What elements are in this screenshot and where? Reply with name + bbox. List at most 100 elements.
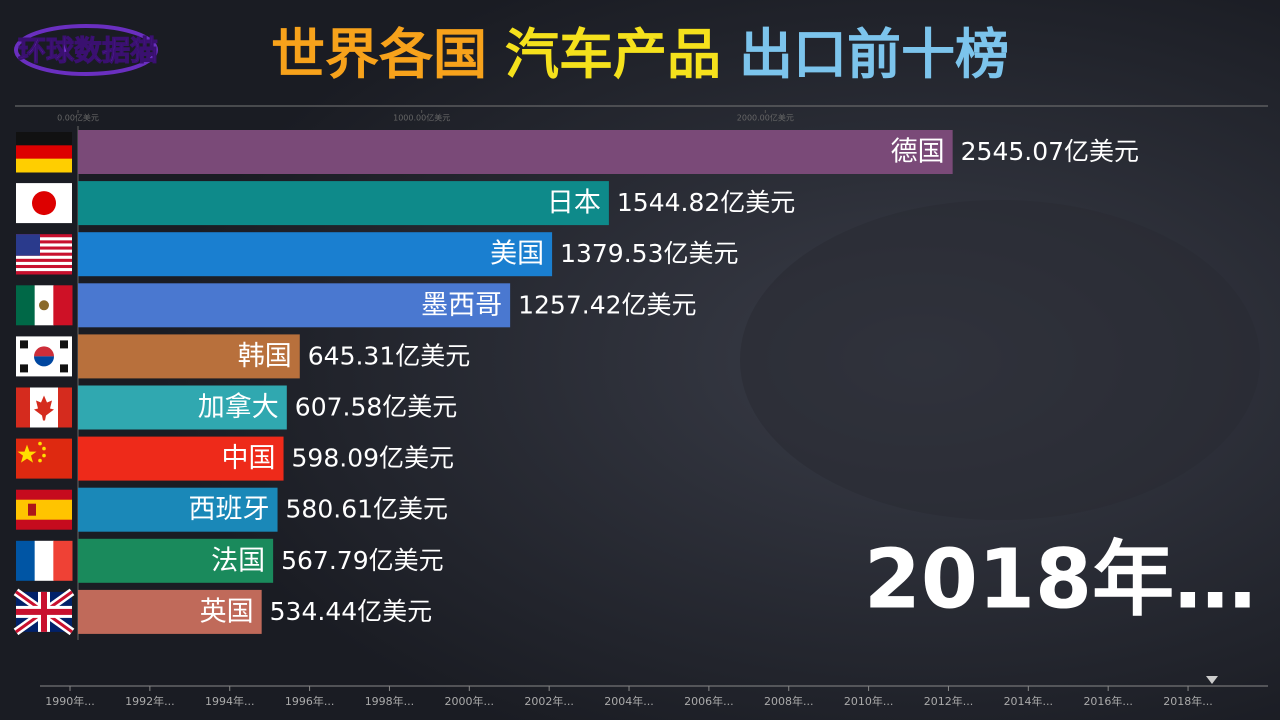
- x-tick-label: 2000.00亿美元: [737, 113, 794, 123]
- category-label: 西班牙: [189, 494, 270, 525]
- logo-ring: [14, 24, 158, 76]
- x-tick-label: 1000.00亿美元: [393, 113, 450, 123]
- flag-part: [34, 346, 54, 357]
- logo: 环球数据猫: [18, 34, 158, 67]
- timeline-label: 2000年...: [445, 694, 494, 708]
- timeline-label: 2018年...: [1163, 694, 1212, 708]
- timeline-label: 2012年...: [924, 694, 973, 708]
- flag-part: [16, 234, 40, 256]
- value-label: 598.09亿美元: [292, 444, 454, 473]
- category-label: 法国: [211, 545, 265, 576]
- category-label: 德国: [891, 137, 945, 168]
- flag-part: [16, 264, 72, 269]
- flag-part: [16, 261, 72, 266]
- value-label: 534.44亿美元: [270, 597, 432, 626]
- flag-part: [16, 249, 72, 253]
- flag-part: [53, 540, 73, 581]
- bar: [78, 334, 300, 379]
- timeline-label: 2016年...: [1083, 694, 1132, 708]
- flag-part: [16, 499, 72, 520]
- flag-part: [32, 191, 56, 216]
- flag-part: [16, 258, 72, 263]
- timeline-label: 1996年...: [285, 694, 334, 708]
- flag: [16, 438, 72, 479]
- x-tick-label: 0.00亿美元: [57, 113, 99, 123]
- flag-part: [34, 395, 54, 421]
- flag-part: [60, 340, 68, 349]
- timeline-label: 2004年...: [604, 694, 653, 708]
- flag-part: [34, 540, 54, 581]
- flag-part: [20, 340, 28, 349]
- flag-part: [16, 234, 72, 238]
- flag-part: [16, 132, 72, 146]
- value-label: 567.79亿美元: [281, 546, 443, 575]
- timeline-label: 2010年...: [844, 694, 893, 708]
- flag: [16, 387, 72, 428]
- value-label: 645.31亿美元: [308, 341, 470, 370]
- category-label: 英国: [200, 596, 254, 627]
- category-label: 韩国: [238, 341, 292, 372]
- flag: [16, 132, 72, 173]
- bar: [78, 130, 953, 174]
- flag-part: [16, 268, 72, 272]
- flag-part: [42, 446, 46, 451]
- flag-part: [16, 252, 72, 257]
- flag-part: [16, 145, 72, 160]
- flag: [16, 234, 72, 275]
- value-label: 580.61亿美元: [286, 495, 448, 524]
- flag-part: [16, 240, 72, 244]
- flag-part: [53, 285, 73, 326]
- flag-part: [42, 453, 46, 458]
- flag: [16, 183, 72, 224]
- flag-part: [39, 300, 49, 311]
- flag: [16, 285, 73, 326]
- flag: [16, 489, 72, 530]
- value-label: 2545.07亿美元: [961, 137, 1139, 166]
- timeline-label: 2008年...: [764, 694, 813, 708]
- timeline-marker: [1206, 676, 1218, 684]
- value-label: 607.58亿美元: [295, 393, 457, 422]
- flag-part: [16, 608, 72, 615]
- flag-part: [16, 237, 72, 241]
- flag-part: [16, 271, 72, 275]
- bar: [78, 232, 553, 277]
- flag-part: [16, 243, 72, 247]
- bar: [78, 487, 278, 532]
- timeline-label: 2014年...: [1004, 694, 1053, 708]
- category-label: 美国: [490, 239, 544, 270]
- current-year: 2018年…: [864, 532, 1256, 627]
- bar: [78, 436, 284, 481]
- title-part: 出口前十榜: [739, 23, 1009, 86]
- flag-part: [38, 441, 42, 446]
- bar: [78, 283, 511, 328]
- flag-part: [16, 158, 72, 173]
- timeline-label: 2002年...: [524, 694, 573, 708]
- title-part: 世界各国: [271, 23, 487, 86]
- timeline-label: 1998年...: [365, 694, 414, 708]
- value-label: 1257.42亿美元: [518, 290, 696, 319]
- car-silhouette: [740, 200, 1260, 520]
- flag: [16, 336, 72, 377]
- flag: [13, 588, 75, 636]
- timeline-label: 1994年...: [205, 694, 254, 708]
- title-part: 汽车产品: [505, 23, 721, 86]
- flag-part: [16, 246, 72, 250]
- flag-part: [20, 364, 28, 373]
- category-label: 加拿大: [198, 392, 279, 423]
- flag-part: [17, 444, 37, 463]
- flag-part: [60, 364, 68, 373]
- bar: [78, 589, 262, 634]
- flag-part: [16, 285, 36, 326]
- bar: [78, 181, 609, 226]
- bar: [78, 538, 274, 583]
- flag-part: [38, 458, 42, 463]
- value-label: 1544.82亿美元: [617, 188, 795, 217]
- flag-part: [16, 387, 30, 428]
- flag-part: [28, 503, 36, 516]
- chart-title: 世界各国 汽车产品 出口前十榜: [271, 23, 1009, 86]
- value-label: 1379.53亿美元: [560, 239, 738, 268]
- timeline-label: 2006年...: [684, 694, 733, 708]
- flag-part: [16, 540, 36, 581]
- timeline-label: 1990年...: [45, 694, 94, 708]
